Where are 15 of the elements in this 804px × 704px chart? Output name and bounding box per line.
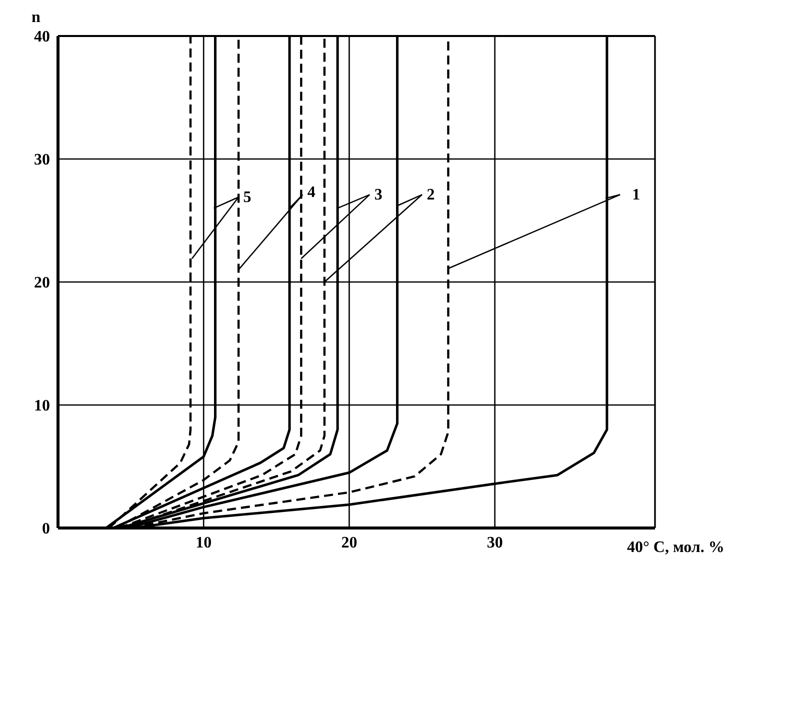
y-tick-label: 30 [34, 152, 50, 169]
y-axis-title: n [32, 9, 41, 26]
x-axis-title: 40° C, мол. % [627, 539, 724, 556]
annotation: 3 [374, 186, 382, 204]
y-tick-label: 0 [42, 520, 50, 538]
x-tick-label: 20 [341, 534, 358, 552]
x-tick-label: 30 [486, 534, 503, 552]
y-tick-label: 20 [34, 274, 50, 292]
annotation: 1 [632, 186, 640, 204]
y-tick-label: 40 [34, 28, 50, 46]
annotation: 4 [307, 184, 316, 201]
x-tick-label: 10 [196, 534, 212, 552]
annotation: 5 [243, 188, 252, 206]
y-tick-label: 10 [34, 398, 50, 415]
annotation: 2 [426, 186, 435, 204]
